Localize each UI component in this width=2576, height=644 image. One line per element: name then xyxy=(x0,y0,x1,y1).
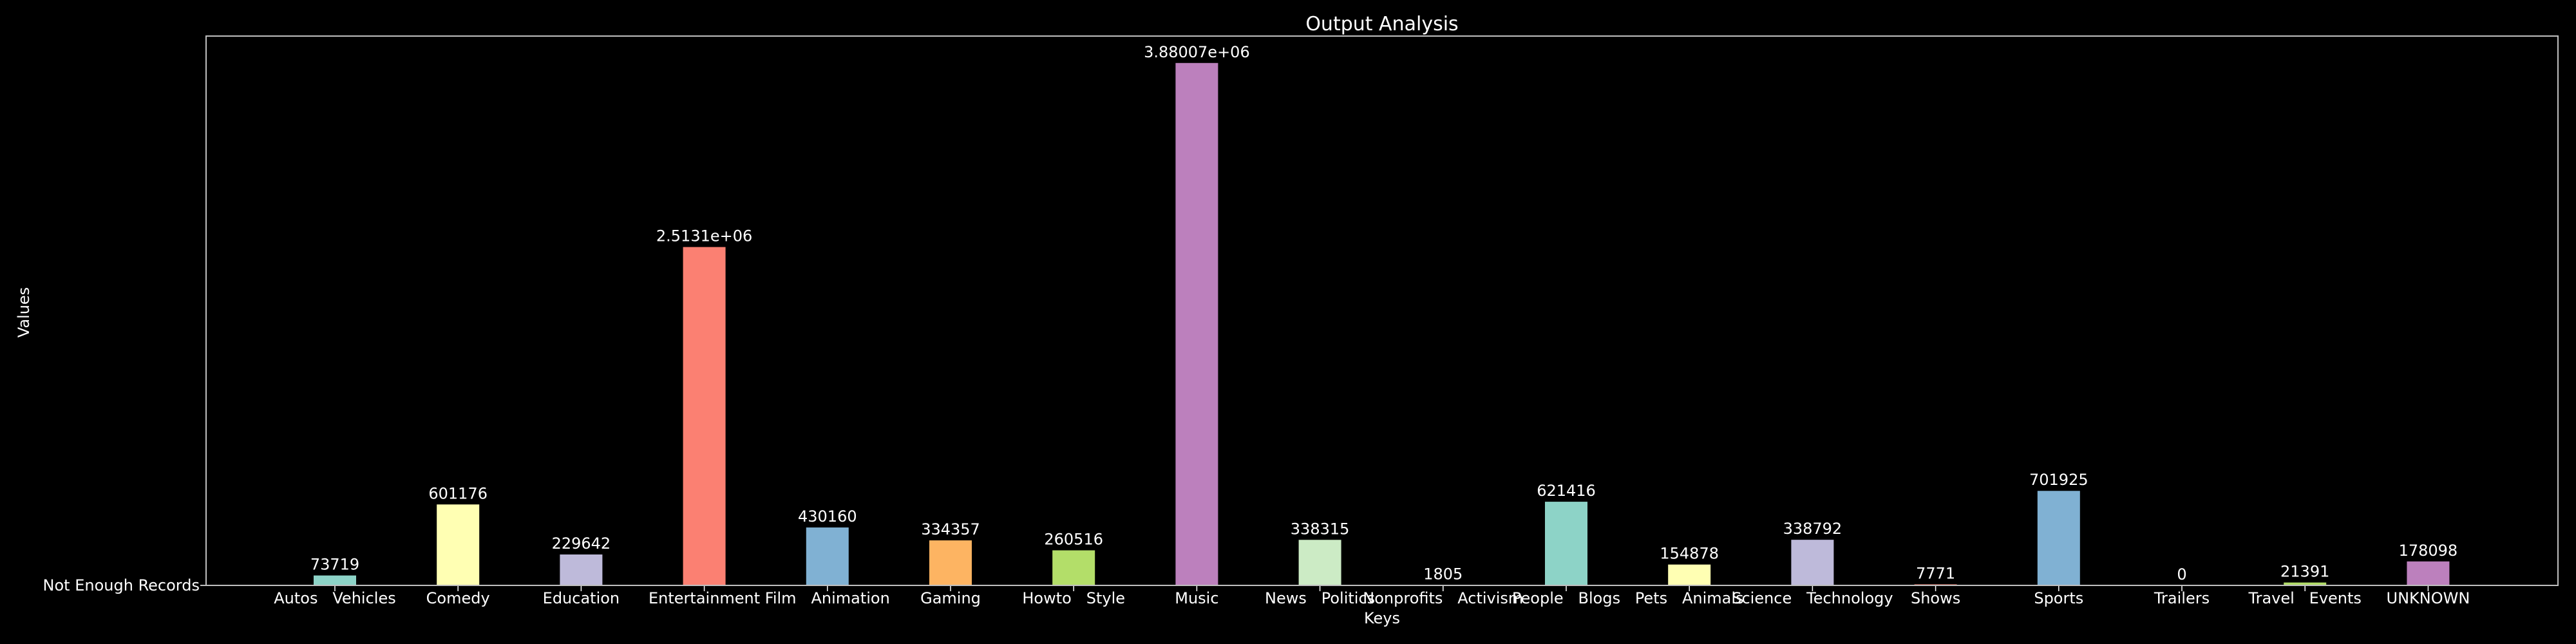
x-tick-label: Howto Style xyxy=(1022,589,1125,607)
bar-value-label: 0 xyxy=(2177,565,2186,583)
bar xyxy=(314,575,356,585)
x-tick-label: Nonprofits Activism xyxy=(1363,589,1523,607)
bar xyxy=(437,504,480,585)
bar xyxy=(1052,550,1095,585)
bar-value-label: 338315 xyxy=(1291,520,1350,538)
bar-value-label: 229642 xyxy=(552,535,611,553)
x-tick-label: Entertainment xyxy=(649,589,760,607)
bar xyxy=(2284,582,2327,585)
x-tick-label: Film Animation xyxy=(765,589,890,607)
chart-title: Output Analysis xyxy=(1305,13,1458,35)
x-axis-label: Keys xyxy=(1364,609,1400,627)
x-tick-label: Science Technology xyxy=(1732,589,1893,607)
bar-value-label: 3.88007e+06 xyxy=(1144,43,1250,61)
bar xyxy=(1791,540,1834,585)
bar-value-label: 1805 xyxy=(1423,565,1463,583)
bar-value-label: 7771 xyxy=(1916,564,1955,582)
bar-value-label: 154878 xyxy=(1660,545,1719,563)
x-tick-label: Gaming xyxy=(920,589,981,607)
x-tick-label: News Politics xyxy=(1265,589,1375,607)
bar-value-label: 334357 xyxy=(921,520,980,538)
bar xyxy=(683,247,726,586)
bars-group xyxy=(314,62,2450,586)
bar-value-label: 338792 xyxy=(1783,520,1842,538)
y-tick-label: Not Enough Records xyxy=(43,576,200,594)
x-ticks-group: Autos Vehicles Comedy Education Entertainme… xyxy=(274,585,2470,607)
bar-value-label: 21391 xyxy=(2280,563,2329,581)
bar xyxy=(806,527,849,585)
bar-value-label: 178098 xyxy=(2399,542,2458,560)
value-labels-group: 73719 601176 229642 2.5131e+06 430160 334357 2… xyxy=(310,43,2458,583)
bar xyxy=(1545,502,1587,585)
x-tick-label: Sports xyxy=(2034,589,2083,607)
bar xyxy=(2037,491,2080,585)
x-tick-label: Education xyxy=(543,589,620,607)
x-tick-label: Music xyxy=(1175,589,1218,607)
x-tick-label: People Blogs xyxy=(1512,589,1620,607)
bar-value-label: 601176 xyxy=(428,484,488,502)
bar xyxy=(560,554,603,585)
bar xyxy=(2407,561,2450,585)
bar-value-label: 2.5131e+06 xyxy=(656,227,752,245)
x-tick-label: Comedy xyxy=(426,589,490,607)
x-tick-label: Autos Vehicles xyxy=(274,589,395,607)
y-axis-label: Values xyxy=(15,287,33,337)
bar-value-label: 621416 xyxy=(1537,482,1596,500)
bar xyxy=(929,540,972,585)
plot-frame xyxy=(205,35,2559,586)
x-tick-label: Travel Events xyxy=(2248,589,2362,607)
x-tick-label: Shows xyxy=(1911,589,1960,607)
x-tick-label: Pets Animals xyxy=(1635,589,1744,607)
bar-value-label: 73719 xyxy=(310,556,359,574)
x-tick-label: UNKNOWN xyxy=(2387,589,2470,607)
bar-value-label: 701925 xyxy=(2029,471,2088,489)
bar-value-label: 430160 xyxy=(798,507,857,526)
bar xyxy=(1175,62,1218,586)
bar-value-label: 260516 xyxy=(1044,531,1103,549)
x-tick-label: Trailers xyxy=(2154,589,2210,607)
bar xyxy=(1298,540,1341,585)
bar xyxy=(1668,564,1711,585)
